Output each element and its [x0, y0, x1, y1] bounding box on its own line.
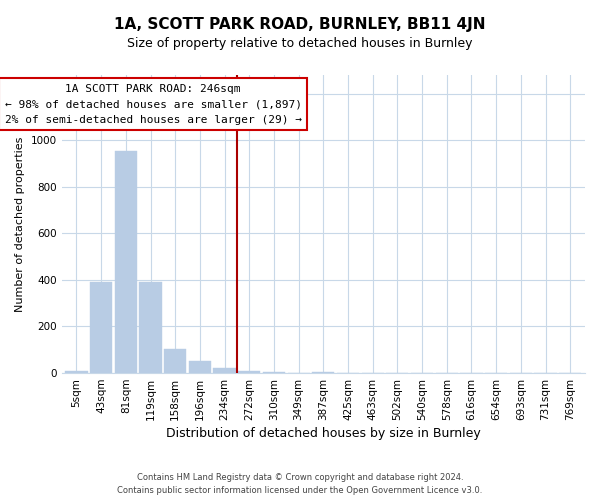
Bar — [164, 348, 187, 373]
Bar — [139, 282, 161, 373]
X-axis label: Distribution of detached houses by size in Burnley: Distribution of detached houses by size … — [166, 427, 481, 440]
Bar — [263, 372, 285, 373]
Text: 1A, SCOTT PARK ROAD, BURNLEY, BB11 4JN: 1A, SCOTT PARK ROAD, BURNLEY, BB11 4JN — [114, 18, 486, 32]
Text: Contains HM Land Registry data © Crown copyright and database right 2024.
Contai: Contains HM Land Registry data © Crown c… — [118, 473, 482, 495]
Bar — [312, 372, 334, 373]
Bar — [238, 370, 260, 373]
Bar — [90, 282, 112, 373]
Bar — [115, 150, 137, 373]
Bar — [65, 370, 88, 373]
Y-axis label: Number of detached properties: Number of detached properties — [15, 136, 25, 312]
Bar — [214, 368, 236, 373]
Text: 1A SCOTT PARK ROAD: 246sqm
← 98% of detached houses are smaller (1,897)
2% of se: 1A SCOTT PARK ROAD: 246sqm ← 98% of deta… — [5, 84, 302, 124]
Text: Size of property relative to detached houses in Burnley: Size of property relative to detached ho… — [127, 38, 473, 51]
Bar — [189, 362, 211, 373]
